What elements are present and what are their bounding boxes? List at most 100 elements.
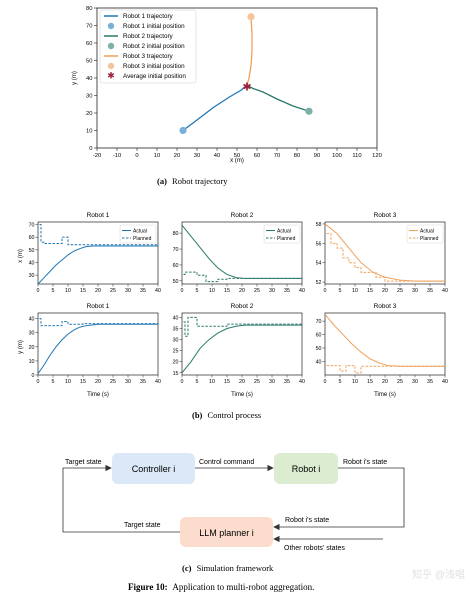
legend-robot2-trajectory: Robot 2 trajectory <box>123 33 174 40</box>
caption-c-tag: (c) <box>182 563 192 573</box>
initial-position-robot2 <box>305 107 313 115</box>
b-xtick-label: 5 <box>196 379 199 385</box>
b-ytick-label: 56 <box>316 241 322 247</box>
xlabel-col1: Time (s) <box>87 392 109 398</box>
b-xtick-label: 35 <box>427 288 433 294</box>
b-xtick-label: 20 <box>95 379 101 385</box>
b-ytick-label: 30 <box>29 331 35 337</box>
a-ytick-label: 50 <box>86 59 92 65</box>
b-ytick-label: 25 <box>173 349 179 355</box>
control-command-label: Control command <box>199 459 254 466</box>
panel-a-y-ticks: 0 10 20 30 40 50 60 70 80 <box>86 6 97 152</box>
b-xtick-label: 15 <box>367 379 373 385</box>
legend-actual-label: Actual <box>133 229 147 235</box>
figure-text: Application to multi-robot aggregation. <box>172 582 314 592</box>
b-xtick-label: 10 <box>352 288 358 294</box>
subplot-legend-box <box>406 224 444 244</box>
b-xtick-label: 30 <box>269 379 275 385</box>
initial-position-robot3 <box>247 13 255 21</box>
legend-robot3-marker <box>107 62 115 70</box>
b-xtick-label: 0 <box>37 288 40 294</box>
b-ytick-label: 58 <box>316 222 322 228</box>
subplot-frame <box>37 312 159 376</box>
caption-c-text: Simulation framework <box>197 563 274 573</box>
a-ytick-label: 30 <box>86 94 92 100</box>
b-xtick-label: 30 <box>125 288 131 294</box>
b-xtick-label: 15 <box>80 379 86 385</box>
caption-a: (a) Robot trajectory <box>157 176 228 186</box>
b-xtick-label: 35 <box>140 288 146 294</box>
a-xtick-label: 60 <box>254 153 260 159</box>
subplot-title-robot2: Robot 2 <box>231 212 254 219</box>
b-xtick-label: 25 <box>110 379 116 385</box>
caption-b-tag: (b) <box>192 410 203 420</box>
subplot-frame <box>324 312 446 376</box>
a-xtick-label: 90 <box>314 153 320 159</box>
legend-box <box>99 9 197 84</box>
b-ytick-label: 54 <box>316 261 322 267</box>
xlabel-col3: Time (s) <box>374 392 396 398</box>
legend-planned-label: Planned <box>420 236 439 242</box>
panel-a-x-ticks: -20 -10 0 10 20 30 40 50 60 70 80 90 100 110 120 <box>93 148 382 159</box>
b-xtick-label: 0 <box>37 379 40 385</box>
legend-robot1-marker <box>107 22 115 30</box>
row2-ylabel: y (m) <box>18 340 24 354</box>
panel-b: Robot 1 Robot 2 Robot 3 Robot 1 Robot 2 … <box>18 212 448 420</box>
panel-a: -20 -10 0 10 20 30 40 50 60 70 80 90 100 110 120 0 10 20… <box>72 6 382 186</box>
a-xtick-label: -10 <box>113 153 121 159</box>
a-ytick-label: 80 <box>86 6 92 12</box>
b-xtick-label: 5 <box>339 379 342 385</box>
panel-a-xlabel: x (m) <box>230 158 244 164</box>
controller-box <box>112 453 195 484</box>
figure-label: Figure 10: <box>128 582 168 592</box>
b-ytick-label: 60 <box>173 263 179 269</box>
a-ytick-label: 40 <box>86 76 92 82</box>
b-xtick-label: 0 <box>324 379 327 385</box>
b-xtick-label: 20 <box>382 379 388 385</box>
planned-line <box>183 316 302 337</box>
a-xtick-label: 110 <box>352 153 361 159</box>
b-ytick-label: 40 <box>29 260 35 266</box>
legend-robot3-trajectory: Robot 3 trajectory <box>123 53 174 60</box>
legend-robot2-initial: Robot 2 initial position <box>123 43 185 50</box>
b-ytick-label: 20 <box>173 360 179 366</box>
caption-b: (b) Control process <box>192 410 261 420</box>
b-xtick-label: 10 <box>352 379 358 385</box>
actual-line <box>324 314 445 367</box>
robot-state-arrow <box>273 467 405 531</box>
b-ytick-label: 52 <box>316 280 322 286</box>
b-xtick-label: 30 <box>412 288 418 294</box>
actual-line <box>181 324 302 374</box>
b-xtick-label: 25 <box>397 379 403 385</box>
b-xtick-label: 40 <box>442 288 448 294</box>
b-xtick-label: 25 <box>397 288 403 294</box>
b-xtick-label: 30 <box>412 379 418 385</box>
panel-a-legend: Robot 1 trajectory Robot 1 initial posit… <box>99 9 197 84</box>
b-ytick-label: 20 <box>29 345 35 351</box>
b-xtick-label: 5 <box>339 288 342 294</box>
b-xtick-label: 40 <box>442 379 448 385</box>
a-xtick-label: 70 <box>274 153 280 159</box>
b-xtick-label: 35 <box>427 379 433 385</box>
b-xtick-label: 15 <box>224 288 230 294</box>
b-xtick-label: 10 <box>65 288 71 294</box>
target-state-arrow <box>62 464 180 533</box>
b-ytick-label: 70 <box>316 319 322 325</box>
a-xtick-label: 10 <box>154 153 160 159</box>
b-ytick-label: 35 <box>173 327 179 333</box>
watermark: 知乎 @浅唱 <box>412 568 465 581</box>
robot-state-right-label: Robot i's state <box>343 459 387 466</box>
legend-actual-label: Actual <box>277 229 291 235</box>
panel-a-ylabel: y (m) <box>72 71 78 85</box>
b-xtick-label: 20 <box>239 288 245 294</box>
a-ytick-label: 20 <box>86 111 92 117</box>
actual-line <box>324 223 445 282</box>
b-xtick-label: 0 <box>181 288 184 294</box>
b-xtick-label: 40 <box>155 379 161 385</box>
other-states-label: Other robots' states <box>284 545 345 552</box>
